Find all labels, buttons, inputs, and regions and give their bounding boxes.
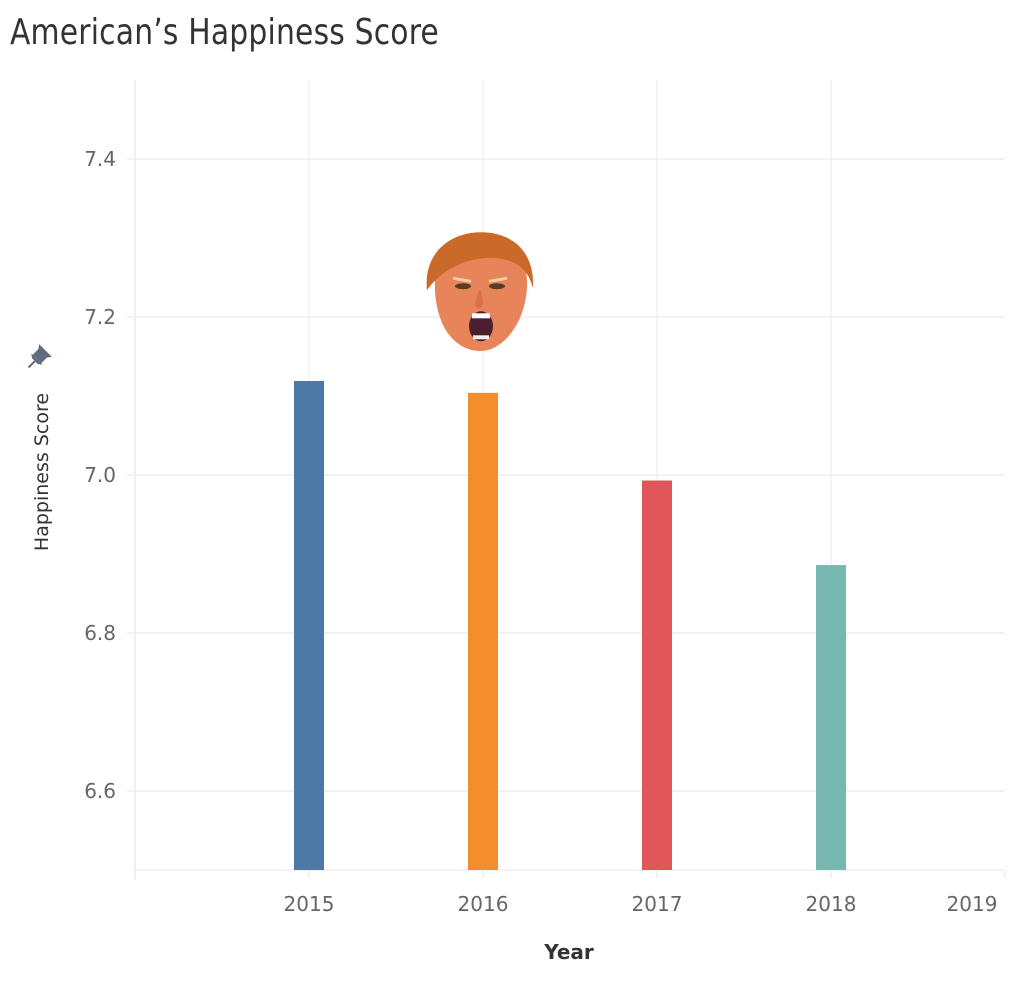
teeth-bottom [473,335,489,340]
gridlines [127,80,1006,880]
left-brow [452,276,472,283]
mouth [469,311,493,342]
bars [294,380,846,870]
y-tick-label: 6.6 [84,779,116,803]
x-axis-label: Year [543,940,594,964]
bar-2016[interactable] [468,392,498,870]
x-tick-label: 2019 [947,892,998,916]
bar-2018[interactable] [816,565,846,870]
x-axis-ticks: 2015 2016 2017 2018 2019 [284,892,998,916]
teeth-top [472,313,490,319]
y-tick-label: 7.4 [84,147,116,171]
y-tick-label: 6.8 [84,621,116,645]
bar-2017[interactable] [642,480,672,870]
x-tick-label: 2018 [806,892,857,916]
annotation-face-image [426,232,534,352]
hair [426,232,534,291]
right-brow [488,276,508,283]
nose [475,290,483,309]
y-tick-label: 7.2 [84,305,116,329]
chart-title: American’s Happiness Score [10,12,439,53]
bar-2015[interactable] [294,380,324,870]
x-tick-label: 2017 [632,892,683,916]
left-eye [455,283,471,290]
right-eye [489,283,505,290]
face-illustration [426,232,534,352]
x-tick-label: 2015 [284,892,335,916]
pin-icon[interactable] [22,344,52,374]
y-axis-ticks: 6.6 6.8 7.0 7.2 7.4 [84,147,116,803]
x-tick-label: 2016 [458,892,509,916]
y-tick-label: 7.0 [84,463,116,487]
y-axis-label: Happiness Score [31,393,53,551]
